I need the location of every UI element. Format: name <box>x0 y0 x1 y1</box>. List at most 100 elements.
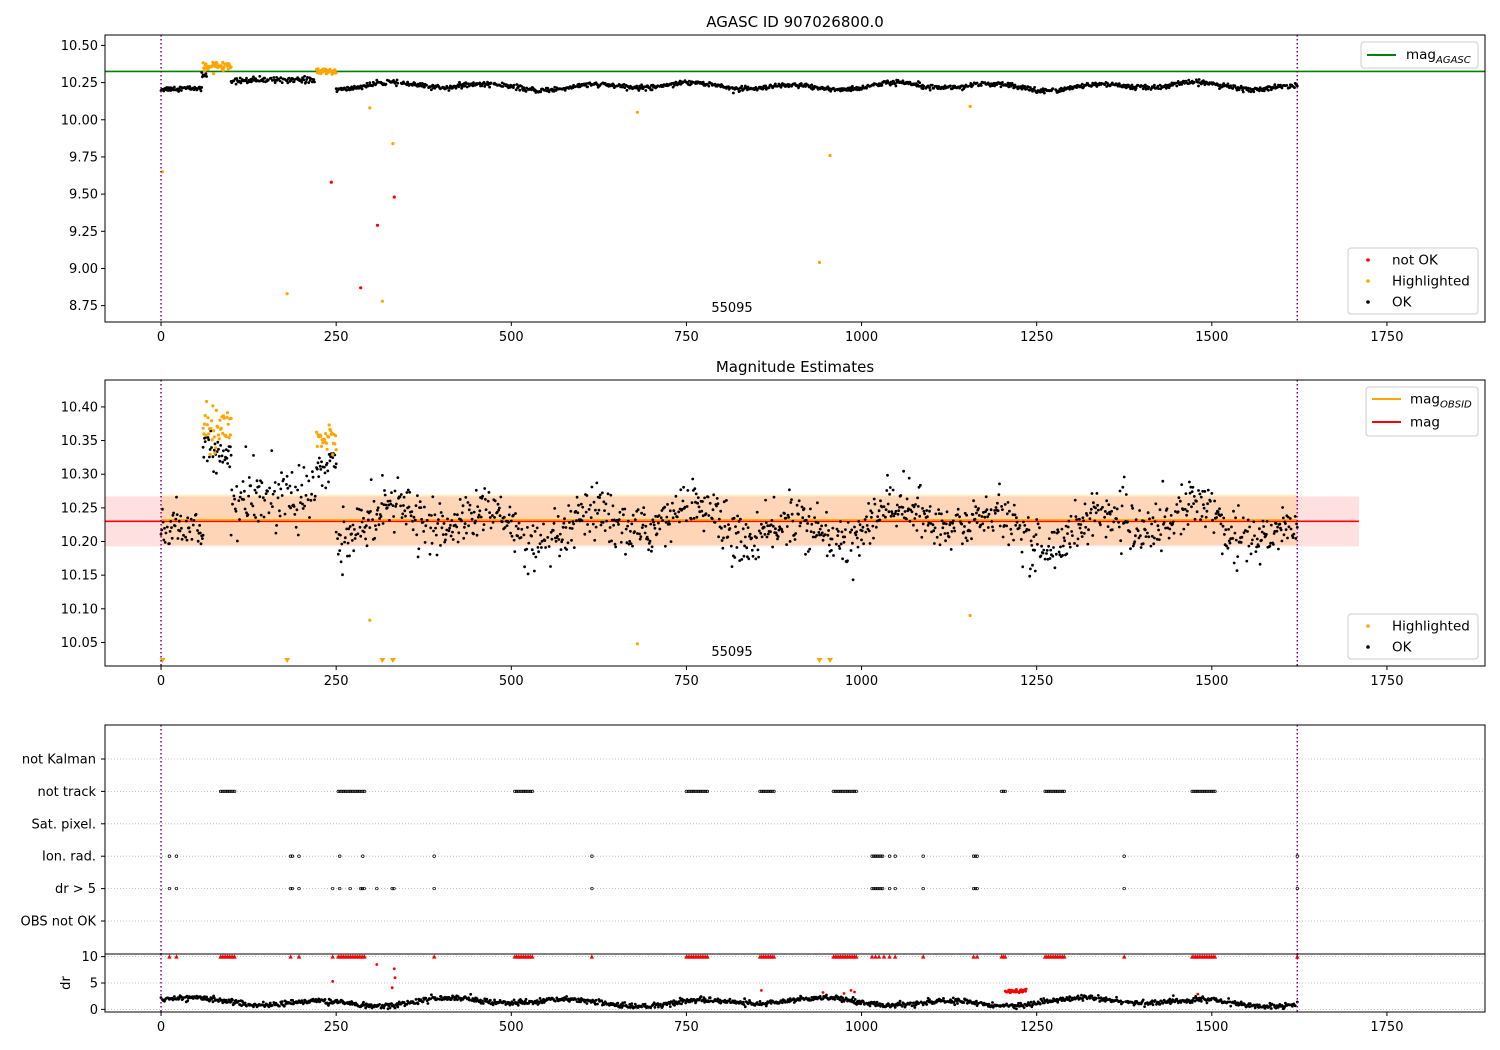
ok-point <box>417 547 421 551</box>
ok-point <box>944 522 948 526</box>
dr-point <box>991 1001 994 1004</box>
ok-point <box>739 517 742 521</box>
ok-point <box>885 489 889 492</box>
ok-point <box>748 535 751 538</box>
y-tick-label: 5 <box>90 977 98 992</box>
ok-point <box>860 538 863 542</box>
ok-point <box>226 449 230 453</box>
ok-point <box>774 527 777 531</box>
ok-point <box>339 560 343 564</box>
ok-point <box>472 532 475 536</box>
ok-point <box>1156 524 1160 528</box>
ok-point <box>371 518 374 521</box>
ok-point <box>402 82 406 85</box>
ok-point <box>620 531 624 535</box>
dr-point <box>898 999 902 1003</box>
ok-point <box>1261 519 1265 523</box>
ok-point <box>324 486 328 490</box>
ok-point <box>549 530 553 534</box>
ok-point <box>246 513 250 517</box>
ok-point <box>1235 569 1239 572</box>
ok-point <box>569 509 573 513</box>
ok-point <box>168 542 171 545</box>
ok-point <box>1257 544 1261 548</box>
ok-point <box>647 548 650 552</box>
ok-point <box>751 554 755 558</box>
ok-point <box>1041 87 1045 91</box>
ok-point <box>971 513 975 516</box>
ok-point <box>425 518 429 522</box>
ok-point <box>799 521 802 525</box>
ok-point <box>1000 505 1003 508</box>
dr-capped-marker <box>892 954 898 959</box>
ok-point <box>1075 544 1079 547</box>
ok-point <box>1057 530 1060 534</box>
ok-point <box>289 506 292 510</box>
ok-point <box>760 535 764 539</box>
ok-point <box>239 491 243 494</box>
ok-point <box>1134 518 1138 521</box>
ok-point <box>303 504 306 508</box>
ok-point <box>855 536 859 540</box>
dr-point <box>680 1002 683 1006</box>
ok-point <box>886 473 889 477</box>
ok-point <box>557 538 561 541</box>
ok-point <box>159 532 163 536</box>
ok-point <box>774 531 778 535</box>
ok-point <box>232 494 236 498</box>
dr-axis-label: dr <box>59 976 74 990</box>
ok-point <box>1157 87 1160 90</box>
ok-point <box>832 554 835 557</box>
ok-point <box>1089 507 1093 511</box>
ok-point <box>399 493 403 496</box>
y-tick-label: 10.05 <box>61 636 98 651</box>
ok-point <box>423 85 426 89</box>
ok-point <box>263 498 267 502</box>
highlighted-point <box>205 399 209 404</box>
ok-point <box>781 530 784 534</box>
ok-point <box>1052 546 1055 549</box>
ok-point <box>398 495 402 499</box>
ok-point <box>1249 552 1253 556</box>
ok-point <box>636 532 639 535</box>
ok-point <box>791 519 795 523</box>
ok-point <box>1268 544 1272 548</box>
ok-point <box>531 524 535 527</box>
ok-point <box>918 81 922 85</box>
dr-point <box>1171 994 1175 997</box>
ok-point <box>1218 83 1222 87</box>
ok-point <box>850 528 854 532</box>
ok-point <box>1192 80 1196 84</box>
dr-point <box>1015 1007 1018 1011</box>
highlighted-point <box>202 422 207 426</box>
ok-point <box>1169 514 1173 517</box>
ok-point <box>582 514 585 518</box>
below-range-marker <box>816 658 823 663</box>
ok-point <box>329 455 332 459</box>
ok-point <box>693 487 697 490</box>
dr-point <box>1143 1005 1146 1008</box>
ok-point <box>793 538 797 541</box>
ok-point <box>1127 83 1130 87</box>
ok-point <box>674 494 678 498</box>
ok-point <box>1175 84 1179 88</box>
ok-point <box>706 495 710 499</box>
ok-point <box>302 78 306 82</box>
ok-point <box>583 532 587 536</box>
ok-point <box>827 529 830 532</box>
below-range-marker <box>284 658 291 663</box>
below-range-marker <box>379 658 386 663</box>
ok-point <box>622 513 625 517</box>
ok-point <box>1006 501 1010 504</box>
ok-point <box>328 459 332 463</box>
dr-capped-marker <box>589 954 595 959</box>
ok-point <box>365 544 369 548</box>
ok-point <box>442 522 446 525</box>
ok-point <box>656 84 660 88</box>
ok-point <box>1197 489 1200 492</box>
ok-point <box>636 508 640 512</box>
ok-point <box>596 512 599 515</box>
ok-point <box>350 532 353 536</box>
ok-point <box>225 456 229 460</box>
ok-point <box>212 470 216 473</box>
